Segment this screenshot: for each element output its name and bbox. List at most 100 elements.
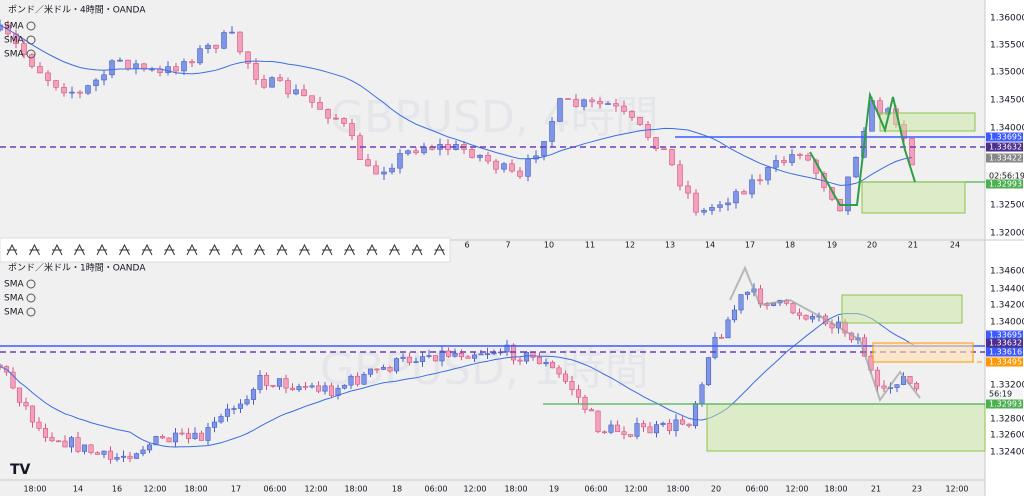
price-badge-label: 02:56:19 (989, 172, 1024, 181)
candle (237, 31, 243, 53)
candle (231, 408, 237, 410)
candle (405, 150, 411, 154)
indicator-label: SMA (4, 36, 24, 46)
zone (872, 342, 974, 363)
candle (117, 59, 123, 62)
candle (349, 123, 355, 137)
candle (0, 24, 3, 31)
price-badge (986, 357, 1023, 367)
candle (477, 154, 483, 158)
tool-icon[interactable] (186, 243, 198, 256)
candle (549, 121, 555, 142)
time-label: 12:00 (143, 485, 166, 494)
price-label: 1.32000 (990, 229, 1024, 239)
candle (393, 358, 400, 372)
pane-title: ポンド／米ドル・4時間・OANDA (8, 4, 146, 16)
candle (504, 344, 510, 353)
candle (289, 387, 296, 391)
candle (400, 356, 406, 359)
price-axis-bg (985, 0, 1024, 496)
tool-icon[interactable] (276, 243, 288, 256)
tool-icon[interactable] (164, 243, 175, 256)
candle (283, 378, 289, 389)
candle (127, 455, 133, 459)
tool-icon[interactable] (141, 243, 153, 256)
candle (705, 357, 712, 386)
candle (29, 405, 36, 423)
candle (581, 99, 587, 107)
price-label: 1.32800 (990, 415, 1024, 425)
candle (341, 118, 347, 124)
candle (75, 437, 81, 452)
candle (613, 103, 619, 107)
candle (686, 423, 692, 427)
candle (913, 383, 920, 390)
time-label: 14 (73, 485, 83, 494)
candle (189, 61, 195, 64)
candle (367, 368, 374, 375)
candle (389, 167, 395, 173)
candle (725, 319, 731, 339)
time-label: 12:00 (304, 485, 327, 494)
tool-icon[interactable] (299, 243, 310, 256)
time-label: 18:00 (666, 485, 689, 494)
time-label: 20 (711, 485, 721, 494)
drawings (0, 91, 986, 452)
candle (277, 77, 283, 81)
candle (213, 44, 219, 49)
candle (765, 166, 771, 181)
tool-icon[interactable] (411, 243, 423, 256)
price-badge (986, 171, 1023, 181)
tool-icon[interactable] (51, 243, 63, 256)
candle (153, 436, 159, 446)
candle (333, 117, 339, 120)
price-badge (986, 132, 1023, 142)
candle (452, 352, 458, 357)
tool-icon[interactable] (389, 243, 400, 256)
candle (49, 437, 55, 442)
candle (575, 389, 582, 398)
eye-icon (26, 49, 36, 59)
tool-icon[interactable] (6, 243, 18, 256)
tool-icon[interactable] (321, 243, 333, 256)
candle (101, 450, 107, 455)
candle (237, 403, 244, 409)
tool-icon[interactable] (74, 243, 85, 256)
candle (536, 357, 543, 365)
price-label: 1.34000 (990, 124, 1024, 134)
tool-icon[interactable] (231, 243, 243, 256)
tool-icon[interactable] (96, 243, 108, 256)
tool-icon[interactable] (366, 243, 378, 256)
candle (269, 77, 275, 88)
candle (458, 352, 465, 358)
indicator-label: SMA (4, 294, 24, 304)
tool-icon[interactable] (434, 243, 445, 256)
candle (348, 375, 354, 386)
price-label: 1.34500 (990, 96, 1024, 106)
time-label: 19 (827, 241, 837, 250)
candle (741, 191, 747, 195)
zigzag (729, 265, 921, 403)
candle (471, 354, 478, 359)
candle (621, 105, 627, 112)
candle (491, 352, 497, 355)
time-label: 11 (585, 241, 595, 250)
candle (589, 99, 595, 102)
candle (909, 138, 915, 166)
candle (421, 146, 427, 154)
candle (693, 192, 699, 213)
price-badge-label: 1.33695 (989, 133, 1022, 142)
tool-icon[interactable] (209, 243, 220, 256)
price-badge (986, 153, 1023, 163)
candle (853, 156, 859, 178)
time-label: 10 (544, 241, 554, 250)
price-label: 1.34600 (990, 267, 1024, 277)
tool-icon[interactable] (344, 243, 355, 256)
candle (469, 149, 475, 158)
candle (673, 419, 679, 431)
price-label: 1.34000 (990, 318, 1024, 328)
tool-icon[interactable] (29, 243, 40, 256)
tool-icon[interactable] (119, 243, 130, 256)
tool-icon[interactable] (254, 243, 265, 256)
